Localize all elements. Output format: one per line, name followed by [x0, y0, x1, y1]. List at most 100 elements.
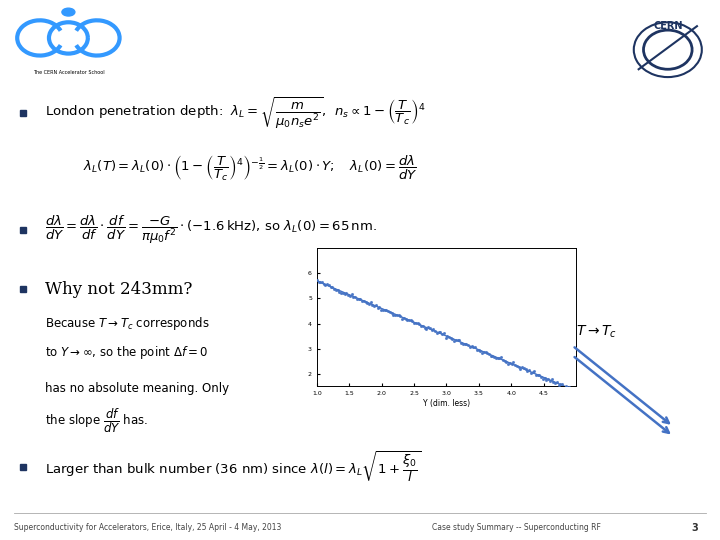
Point — [433, 328, 444, 336]
Point — [375, 306, 387, 315]
Point — [462, 341, 474, 349]
Point — [390, 310, 401, 319]
Point — [318, 280, 330, 288]
Point — [563, 383, 575, 391]
Point — [381, 306, 392, 314]
Point — [511, 361, 523, 370]
Point — [554, 380, 566, 389]
Point — [539, 374, 551, 382]
Point — [488, 353, 500, 361]
Point — [379, 305, 390, 314]
Point — [337, 288, 348, 297]
Point — [393, 310, 405, 319]
Point — [312, 278, 324, 286]
Text: Larger than bulk number (36 nm) since $\lambda(l) = \lambda_L\sqrt{1 + \dfrac{\x: Larger than bulk number (36 nm) since $\… — [45, 450, 420, 485]
Point — [459, 340, 470, 349]
Point — [469, 343, 481, 352]
Point — [515, 364, 526, 373]
Point — [528, 367, 540, 375]
Point — [503, 360, 514, 368]
Text: Why not 243mm?: Why not 243mm? — [45, 281, 192, 298]
Point — [332, 285, 343, 294]
Point — [396, 315, 408, 323]
Point — [372, 303, 384, 312]
Point — [498, 355, 509, 364]
Point — [414, 319, 426, 328]
Point — [356, 297, 368, 306]
Point — [508, 357, 519, 366]
Point — [444, 333, 455, 341]
Point — [525, 369, 536, 377]
Point — [457, 340, 469, 348]
Text: Case study Summary -- Superconducting RF: Case study Summary -- Superconducting RF — [432, 523, 601, 532]
Point — [483, 350, 495, 359]
Point — [417, 322, 428, 330]
Point — [548, 378, 559, 387]
Point — [320, 281, 331, 289]
Point — [344, 292, 356, 301]
Point — [400, 315, 411, 323]
Point — [482, 349, 493, 357]
Point — [328, 285, 340, 293]
Point — [336, 289, 347, 298]
Point — [342, 291, 354, 300]
Point — [549, 378, 561, 387]
Point — [395, 312, 406, 320]
Point — [420, 325, 432, 333]
Point — [382, 307, 394, 315]
Point — [363, 299, 374, 308]
Point — [323, 281, 335, 289]
Text: Q5.1&5.2: $f$ change with $T$: Q5.1&5.2: $f$ change with $T$ — [210, 27, 510, 53]
Point — [473, 346, 485, 354]
Circle shape — [62, 8, 75, 16]
Point — [494, 354, 505, 362]
Point — [403, 315, 415, 324]
Point — [518, 364, 530, 373]
Point — [438, 329, 449, 338]
Point — [354, 295, 366, 303]
Point — [366, 300, 378, 309]
Point — [325, 283, 336, 292]
Point — [456, 339, 467, 347]
Point — [428, 325, 439, 334]
Point — [530, 371, 541, 380]
Point — [402, 316, 413, 325]
Point — [477, 348, 488, 357]
Text: has no absolute meaning. Only: has no absolute meaning. Only — [45, 382, 229, 395]
Point — [569, 386, 580, 394]
Point — [360, 298, 372, 307]
Point — [398, 313, 410, 322]
Point — [521, 367, 533, 376]
Point — [449, 337, 460, 346]
Point — [492, 354, 503, 362]
Point — [471, 346, 482, 354]
Point — [466, 342, 477, 350]
Point — [386, 309, 397, 318]
Text: Because $T \rightarrow T_c$ corresponds: Because $T \rightarrow T_c$ corresponds — [45, 315, 210, 332]
Text: $\dfrac{d\lambda}{dY} = \dfrac{d\lambda}{df} \cdot \dfrac{df}{dY} = \dfrac{-G}{\: $\dfrac{d\lambda}{dY} = \dfrac{d\lambda}… — [45, 214, 377, 246]
Point — [391, 311, 402, 320]
Point — [527, 368, 539, 376]
Text: 3: 3 — [692, 523, 698, 532]
Point — [480, 348, 491, 357]
Point — [441, 331, 453, 340]
Point — [478, 347, 490, 356]
Point — [467, 343, 479, 352]
Point — [536, 373, 547, 381]
Point — [513, 362, 524, 371]
Point — [410, 319, 422, 328]
Point — [346, 290, 357, 299]
Point — [445, 334, 456, 342]
Point — [523, 366, 535, 374]
Point — [450, 336, 462, 345]
Point — [542, 374, 554, 383]
Point — [553, 381, 564, 389]
Point — [570, 387, 582, 395]
Point — [365, 298, 377, 306]
Point — [436, 330, 448, 339]
FancyBboxPatch shape — [622, 5, 714, 79]
Text: The CERN Accelerator School: The CERN Accelerator School — [32, 70, 104, 75]
Point — [377, 306, 389, 315]
Point — [544, 376, 556, 385]
Point — [361, 299, 373, 307]
